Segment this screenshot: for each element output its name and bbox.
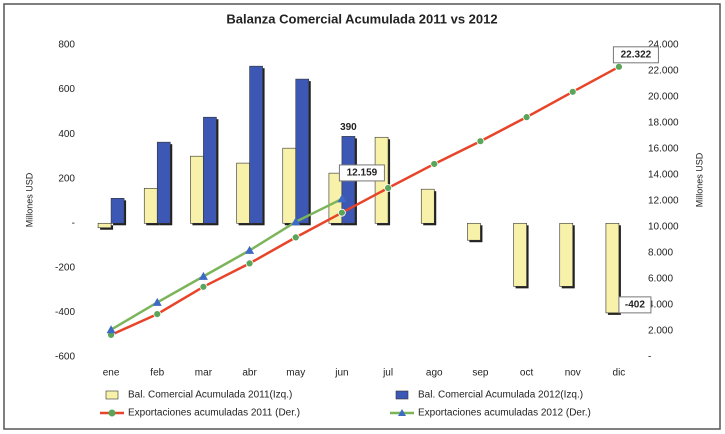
marker bbox=[199, 282, 208, 291]
data-label: -402 bbox=[625, 300, 645, 311]
bar bbox=[143, 187, 158, 224]
y2-tick-label: 22.000 bbox=[648, 66, 679, 77]
y-tick-label: -600 bbox=[55, 352, 75, 363]
marker bbox=[198, 271, 208, 280]
x-tick-label: feb bbox=[150, 368, 164, 379]
data-label: 22.322 bbox=[621, 49, 652, 60]
bar bbox=[236, 162, 250, 224]
marker bbox=[291, 217, 301, 226]
y2-tick-label: 24.000 bbox=[648, 40, 679, 51]
y2-tick-label: - bbox=[648, 352, 651, 363]
bar bbox=[282, 147, 297, 224]
y2-tick-label: 20.000 bbox=[648, 92, 679, 103]
data-label-box bbox=[612, 46, 659, 64]
bar bbox=[203, 116, 217, 224]
data-label-box bbox=[338, 164, 385, 182]
y-tick-label: -200 bbox=[55, 262, 75, 273]
bar bbox=[156, 141, 171, 224]
x-tick-label: jun bbox=[334, 368, 348, 379]
marker bbox=[152, 297, 162, 306]
x-tick-label: nov bbox=[565, 368, 581, 379]
x-tick-label: abr bbox=[242, 368, 257, 379]
legend-label: Exportaciones acumuladas 2011 (Der.) bbox=[128, 408, 300, 419]
x-tick-label: oct bbox=[520, 368, 534, 379]
marker bbox=[337, 194, 347, 203]
bar bbox=[605, 222, 620, 314]
legend-marker bbox=[398, 409, 406, 416]
line bbox=[110, 197, 343, 331]
y-tick-label: 600 bbox=[58, 84, 75, 95]
y2-tick-label: 12.000 bbox=[648, 196, 679, 207]
y-tick-label: 800 bbox=[58, 40, 75, 51]
legend-marker bbox=[108, 409, 116, 417]
marker bbox=[291, 233, 300, 242]
marker bbox=[568, 87, 577, 96]
legend-label: Bal. Comercial Acumulada 2012(Izq.) bbox=[418, 390, 583, 401]
x-tick-label: ene bbox=[103, 368, 120, 379]
line bbox=[110, 65, 620, 337]
marker bbox=[430, 160, 439, 168]
data-label: 12.159 bbox=[347, 168, 378, 179]
bar bbox=[420, 188, 435, 224]
y2-tick-label: 6.000 bbox=[648, 274, 673, 285]
y2-tick-label: 8.000 bbox=[648, 248, 673, 259]
x-tick-label: dic bbox=[613, 368, 626, 379]
marker bbox=[245, 245, 255, 254]
legend-label: Exportaciones acumuladas 2012 (Der.) bbox=[418, 408, 591, 419]
y2-tick-label: 18.000 bbox=[648, 118, 679, 129]
data-label: 390 bbox=[340, 122, 357, 133]
bar bbox=[559, 222, 574, 287]
y2-tick-label: 2.000 bbox=[648, 326, 673, 337]
y-axis-title: Millones USD bbox=[24, 172, 34, 227]
marker bbox=[106, 325, 116, 334]
marker bbox=[338, 208, 346, 217]
x-tick-label: jul bbox=[382, 368, 393, 379]
marker bbox=[615, 62, 623, 71]
marker bbox=[522, 113, 531, 122]
x-tick-label: mar bbox=[195, 368, 213, 379]
bar bbox=[467, 222, 481, 241]
x-tick-label: may bbox=[286, 368, 305, 379]
y-tick-label: 400 bbox=[58, 129, 75, 140]
bar bbox=[110, 198, 125, 224]
y-tick-label: -400 bbox=[55, 307, 75, 318]
y2-tick-label: 14.000 bbox=[648, 170, 679, 181]
bar bbox=[97, 222, 112, 229]
y2-tick-label: 16.000 bbox=[648, 144, 679, 155]
x-tick-label: sep bbox=[472, 368, 489, 379]
y2-tick-label: 4.000 bbox=[648, 300, 673, 311]
bar bbox=[190, 155, 204, 224]
chart-title: Balanza Comercial Acumulada 2011 vs 2012 bbox=[226, 11, 497, 26]
bar bbox=[249, 65, 263, 224]
y2-axis-title: Millones USD bbox=[694, 152, 704, 207]
marker bbox=[384, 184, 392, 192]
y2-tick-label: 10.000 bbox=[648, 222, 679, 233]
legend-swatch bbox=[395, 390, 409, 400]
bar bbox=[295, 78, 310, 224]
marker bbox=[245, 259, 254, 268]
legend-label: Bal. Comercial Acumulada 2011(Izq.) bbox=[128, 390, 292, 401]
y-tick-label: - bbox=[72, 218, 75, 229]
marker bbox=[153, 310, 162, 319]
x-tick-label: ago bbox=[426, 368, 443, 379]
data-label-box bbox=[618, 296, 652, 314]
y-tick-label: 200 bbox=[58, 173, 75, 184]
marker bbox=[476, 137, 485, 146]
bar bbox=[513, 222, 527, 287]
legend-swatch bbox=[105, 390, 119, 400]
